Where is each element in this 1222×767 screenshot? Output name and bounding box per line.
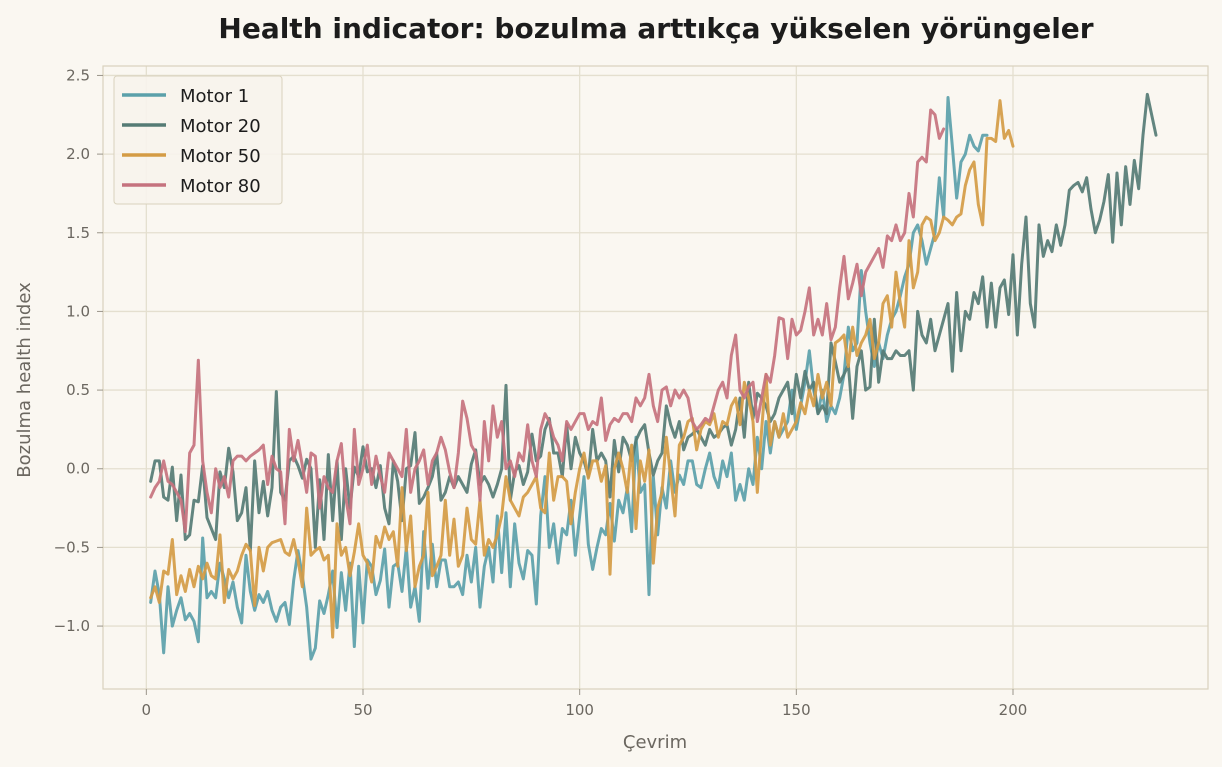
x-tick-label: 50 [353, 701, 372, 719]
y-tick-label: 0.5 [66, 381, 90, 399]
y-tick-label: 1.5 [66, 224, 90, 242]
x-tick-label: 150 [782, 701, 811, 719]
y-axis-label: Bozulma health index [14, 282, 35, 478]
x-tick-label: 100 [565, 701, 594, 719]
series-line-motor-50 [149, 99, 1015, 639]
y-tick-label: −1.0 [54, 617, 90, 635]
y-tick-label: 2.5 [66, 66, 90, 84]
legend-box [113, 75, 283, 205]
legend-label-motor-50: Motor 50 [180, 146, 261, 167]
x-tick-label: 0 [142, 701, 152, 719]
plot-area [102, 65, 1209, 690]
x-axis-label: Çevrim [623, 732, 687, 753]
series-line-motor-1 [149, 95, 989, 661]
y-tick-label: 1.0 [66, 302, 90, 320]
legend-label-motor-1: Motor 1 [180, 86, 249, 107]
legend-label-motor-20: Motor 20 [180, 116, 261, 137]
series-line-motor-80 [149, 108, 946, 534]
legend-label-motor-80: Motor 80 [180, 176, 261, 197]
chart-title: Health indicator: bozulma arttıkça yükse… [218, 12, 1093, 45]
x-tick-label: 200 [999, 701, 1028, 719]
y-tick-label: −0.5 [54, 538, 90, 556]
legend: Motor 1 Motor 20 Motor 50 Motor 80 [113, 75, 283, 205]
y-tick-label: 0.0 [66, 460, 90, 478]
y-tick-label: 2.0 [66, 145, 90, 163]
